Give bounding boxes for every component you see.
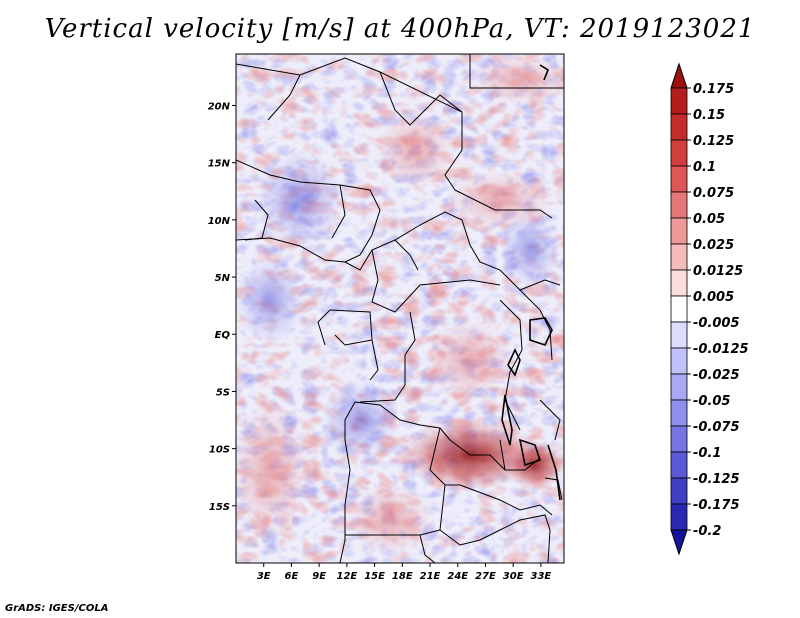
ascent-region (375, 110, 455, 190)
ascent-region (470, 55, 564, 105)
lakes (501, 64, 561, 501)
colorbar-label: -0.2 (693, 524, 721, 539)
velocity-field (236, 54, 564, 563)
descent-region (500, 210, 560, 290)
x-tick-label: 24E (447, 571, 468, 582)
ascent-region (345, 485, 435, 555)
colorbar-label: -0.025 (693, 368, 740, 383)
colorbar-label: 0.15 (693, 108, 725, 123)
colorbar-label: -0.0125 (693, 342, 749, 357)
map-title: Vertical velocity [m/s] at 400hPa, VT: 2… (44, 14, 756, 44)
descent-region (255, 150, 345, 250)
x-tick-label: 12E (336, 571, 357, 582)
x-tick-label: 15E (364, 571, 385, 582)
y-tick-label: 20N (208, 101, 231, 112)
descent-region (320, 380, 400, 460)
country-borders (236, 54, 564, 563)
colorbar-segment (670, 217, 688, 245)
x-tick-label: 33E (531, 571, 552, 582)
x-tick-label: 21E (420, 571, 441, 582)
colorbar-segment (670, 139, 688, 167)
descent-region (236, 255, 305, 345)
x-tick-label: 9E (312, 571, 326, 582)
colorbar-segment (670, 477, 688, 505)
ascent-region (425, 320, 515, 400)
colorbar-label: -0.05 (693, 394, 730, 409)
colorbar-segment (670, 87, 688, 115)
y-tick-label: 5S (216, 387, 230, 398)
colorbar-label: -0.175 (693, 498, 740, 513)
y-tick-label: 10N (208, 216, 231, 227)
x-axis: 3E 6E 9E 12E 15E 18E 21E 24E 27E 30E 33E (257, 563, 552, 582)
colorbar-segment (670, 399, 688, 427)
x-tick-label: 27E (475, 571, 496, 582)
credit-text: GrADS: IGES/COLA (5, 603, 109, 614)
strong-ascent-region (505, 440, 564, 490)
y-axis: 20N 15N 10N 5N EQ 5S 10S 15S (208, 101, 236, 513)
colorbar-bottom-arrow (670, 529, 688, 556)
colorbar-segment (670, 425, 688, 453)
ascent-region (236, 400, 310, 540)
colorbar-segment (670, 347, 688, 375)
colorbar-label: -0.125 (693, 472, 740, 487)
x-tick-label: 3E (257, 571, 271, 582)
colorbar-label: -0.005 (693, 316, 740, 331)
colorbar-label: 0.1 (693, 160, 716, 175)
colorbar-segment (670, 269, 688, 297)
colorbar-segment (670, 113, 688, 141)
colorbar-segment (670, 295, 688, 323)
colorbar: 0.175 0.15 0.125 0.1 0.075 0.05 0.025 0.0125 0.0… (670, 62, 749, 556)
colorbar-segment (670, 321, 688, 349)
colorbar-label: -0.075 (693, 420, 740, 435)
x-tick-label: 18E (392, 571, 413, 582)
x-tick-label: 30E (503, 571, 524, 582)
colorbar-segment (670, 373, 688, 401)
colorbar-label: 0.0125 (693, 264, 743, 279)
colorbar-segment (670, 243, 688, 271)
colorbar-segment (670, 191, 688, 219)
colorbar-segment (670, 165, 688, 193)
y-tick-label: EQ (215, 330, 231, 341)
colorbar-segment (670, 503, 688, 531)
colorbar-label: -0.1 (693, 446, 721, 461)
colorbar-label: 0.05 (693, 212, 725, 227)
colorbar-label: 0.005 (693, 290, 734, 305)
y-tick-label: 15N (208, 159, 231, 170)
map-frame (235, 53, 565, 564)
colorbar-segment (670, 451, 688, 479)
y-tick-label: 15S (209, 502, 230, 513)
y-tick-label: 10S (209, 445, 230, 456)
x-tick-label: 6E (285, 571, 299, 582)
colorbar-top-arrow (670, 62, 688, 89)
colorbar-label: 0.075 (693, 186, 734, 201)
colorbar-label: 0.175 (693, 82, 734, 97)
colorbar-label: 0.025 (693, 238, 734, 253)
y-tick-label: 5N (215, 273, 231, 284)
colorbar-label: 0.125 (693, 134, 734, 149)
